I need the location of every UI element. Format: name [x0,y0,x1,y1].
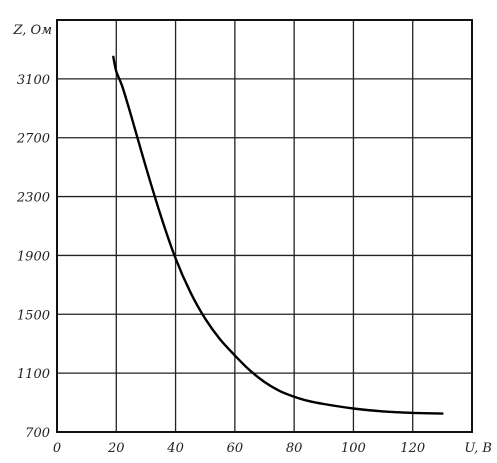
y-tick-label-1: 1100 [17,367,50,382]
x-tick-label-3: 60 [227,441,244,456]
y-tick-label-4: 2300 [16,191,50,206]
y-tick-label-6: 3100 [17,73,50,88]
series-group [112,55,444,415]
grid [57,20,472,432]
y-axis-label: Z, Ом [12,23,52,38]
y-tick-label-5: 2700 [16,132,50,147]
x-tick-label-1: 20 [107,441,125,456]
x-tick-label-4: 80 [286,441,303,456]
y-tick-label-3: 1900 [17,249,50,264]
y-tick-label-2: 1500 [17,308,50,323]
plot-border [56,19,473,433]
series-line-0 [112,55,444,415]
y-tick-labels: 700 1100 1500 1900 2300 2700 3100 [16,73,50,441]
x-axis-label: U, B [464,441,492,456]
x-tick-label-5: 100 [341,441,366,456]
plot-frame [56,19,473,433]
x-tick-label-0: 0 [53,441,61,456]
x-tick-label-2: 40 [166,441,184,456]
x-tick-label-6: 120 [400,441,425,456]
y-tick-label-0: 700 [25,426,50,441]
x-tick-labels: 0 20 40 60 80 100 120 [53,441,425,456]
